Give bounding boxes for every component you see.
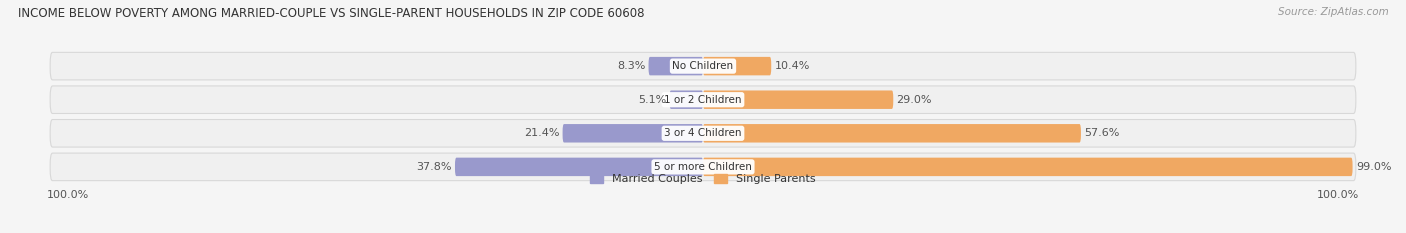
FancyBboxPatch shape <box>669 90 703 109</box>
Text: 100.0%: 100.0% <box>46 190 89 200</box>
Text: 29.0%: 29.0% <box>897 95 932 105</box>
Text: 8.3%: 8.3% <box>617 61 645 71</box>
FancyBboxPatch shape <box>703 124 1081 143</box>
FancyBboxPatch shape <box>703 90 893 109</box>
Text: 37.8%: 37.8% <box>416 162 451 172</box>
Text: Source: ZipAtlas.com: Source: ZipAtlas.com <box>1278 7 1389 17</box>
FancyBboxPatch shape <box>51 153 1355 181</box>
Text: 99.0%: 99.0% <box>1355 162 1392 172</box>
FancyBboxPatch shape <box>703 158 1353 176</box>
Legend: Married Couples, Single Parents: Married Couples, Single Parents <box>586 169 820 188</box>
FancyBboxPatch shape <box>562 124 703 143</box>
Text: 100.0%: 100.0% <box>1317 190 1360 200</box>
FancyBboxPatch shape <box>51 52 1355 80</box>
Text: No Children: No Children <box>672 61 734 71</box>
Text: 5 or more Children: 5 or more Children <box>654 162 752 172</box>
Text: 3 or 4 Children: 3 or 4 Children <box>664 128 742 138</box>
FancyBboxPatch shape <box>456 158 703 176</box>
FancyBboxPatch shape <box>703 57 772 75</box>
Text: 10.4%: 10.4% <box>775 61 810 71</box>
Text: 21.4%: 21.4% <box>524 128 560 138</box>
Text: 57.6%: 57.6% <box>1084 128 1119 138</box>
Text: 5.1%: 5.1% <box>638 95 666 105</box>
Text: 1 or 2 Children: 1 or 2 Children <box>664 95 742 105</box>
FancyBboxPatch shape <box>51 86 1355 113</box>
FancyBboxPatch shape <box>648 57 703 75</box>
Text: INCOME BELOW POVERTY AMONG MARRIED-COUPLE VS SINGLE-PARENT HOUSEHOLDS IN ZIP COD: INCOME BELOW POVERTY AMONG MARRIED-COUPL… <box>18 7 645 20</box>
FancyBboxPatch shape <box>51 120 1355 147</box>
